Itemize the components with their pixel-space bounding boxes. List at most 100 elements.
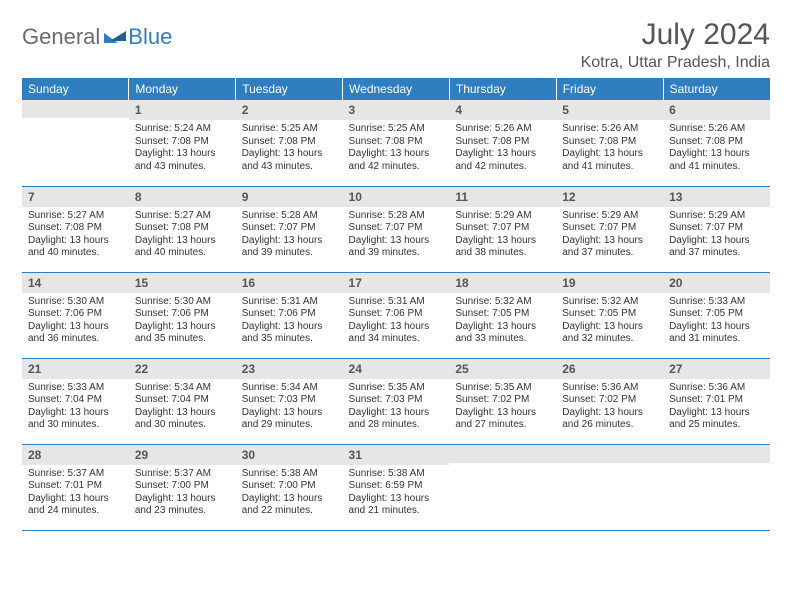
day-sunset: Sunset: 7:08 PM: [455, 136, 550, 149]
calendar-cell: 8Sunrise: 5:27 AMSunset: 7:08 PMDaylight…: [129, 186, 236, 272]
calendar-cell: 28Sunrise: 5:37 AMSunset: 7:01 PMDayligh…: [22, 444, 129, 530]
day-details: Sunrise: 5:26 AMSunset: 7:08 PMDaylight:…: [556, 120, 663, 177]
day-sunset: Sunset: 7:08 PM: [135, 136, 230, 149]
day-sunrise: Sunrise: 5:30 AM: [135, 296, 230, 309]
calendar-cell: 11Sunrise: 5:29 AMSunset: 7:07 PMDayligh…: [449, 186, 556, 272]
calendar-cell: 18Sunrise: 5:32 AMSunset: 7:05 PMDayligh…: [449, 272, 556, 358]
day-number: 23: [236, 359, 343, 379]
day-daylight: Daylight: 13 hours and 41 minutes.: [562, 148, 657, 173]
day-number: 27: [663, 359, 770, 379]
day-sunrise: Sunrise: 5:36 AM: [669, 382, 764, 395]
day-details: Sunrise: 5:25 AMSunset: 7:08 PMDaylight:…: [343, 120, 450, 177]
day-number: [22, 100, 129, 118]
day-details: Sunrise: 5:30 AMSunset: 7:06 PMDaylight:…: [22, 293, 129, 350]
day-sunset: Sunset: 7:06 PM: [242, 308, 337, 321]
day-number: 6: [663, 100, 770, 120]
calendar-cell: [22, 100, 129, 186]
day-details: Sunrise: 5:26 AMSunset: 7:08 PMDaylight:…: [663, 120, 770, 177]
title-block: July 2024 Kotra, Uttar Pradesh, India: [581, 18, 770, 72]
day-details: [22, 118, 129, 125]
day-details: Sunrise: 5:36 AMSunset: 7:02 PMDaylight:…: [556, 379, 663, 436]
day-sunset: Sunset: 7:02 PM: [455, 394, 550, 407]
day-sunrise: Sunrise: 5:33 AM: [28, 382, 123, 395]
day-daylight: Daylight: 13 hours and 30 minutes.: [135, 407, 230, 432]
day-details: Sunrise: 5:33 AMSunset: 7:04 PMDaylight:…: [22, 379, 129, 436]
calendar-cell: 2Sunrise: 5:25 AMSunset: 7:08 PMDaylight…: [236, 100, 343, 186]
day-sunset: Sunset: 7:00 PM: [135, 480, 230, 493]
day-number: [556, 445, 663, 463]
day-number: 1: [129, 100, 236, 120]
day-number: 16: [236, 273, 343, 293]
day-daylight: Daylight: 13 hours and 31 minutes.: [669, 321, 764, 346]
day-number: 17: [343, 273, 450, 293]
day-sunrise: Sunrise: 5:35 AM: [349, 382, 444, 395]
day-number: 18: [449, 273, 556, 293]
calendar-row: 28Sunrise: 5:37 AMSunset: 7:01 PMDayligh…: [22, 444, 770, 530]
day-daylight: Daylight: 13 hours and 27 minutes.: [455, 407, 550, 432]
day-sunrise: Sunrise: 5:37 AM: [135, 468, 230, 481]
day-sunrise: Sunrise: 5:26 AM: [562, 123, 657, 136]
calendar-table: SundayMondayTuesdayWednesdayThursdayFrid…: [22, 78, 770, 531]
page-title: July 2024: [581, 18, 770, 52]
day-number: 22: [129, 359, 236, 379]
day-details: Sunrise: 5:34 AMSunset: 7:03 PMDaylight:…: [236, 379, 343, 436]
day-number: 9: [236, 187, 343, 207]
day-number: 14: [22, 273, 129, 293]
day-daylight: Daylight: 13 hours and 41 minutes.: [669, 148, 764, 173]
day-number: 28: [22, 445, 129, 465]
day-number: 30: [236, 445, 343, 465]
day-sunrise: Sunrise: 5:26 AM: [669, 123, 764, 136]
day-daylight: Daylight: 13 hours and 40 minutes.: [28, 235, 123, 260]
calendar-head: SundayMondayTuesdayWednesdayThursdayFrid…: [22, 78, 770, 100]
calendar-cell: 16Sunrise: 5:31 AMSunset: 7:06 PMDayligh…: [236, 272, 343, 358]
day-sunrise: Sunrise: 5:29 AM: [562, 210, 657, 223]
day-sunset: Sunset: 7:07 PM: [242, 222, 337, 235]
day-details: Sunrise: 5:38 AMSunset: 6:59 PMDaylight:…: [343, 465, 450, 522]
day-daylight: Daylight: 13 hours and 40 minutes.: [135, 235, 230, 260]
day-sunrise: Sunrise: 5:28 AM: [242, 210, 337, 223]
calendar-cell: 20Sunrise: 5:33 AMSunset: 7:05 PMDayligh…: [663, 272, 770, 358]
day-sunset: Sunset: 7:08 PM: [349, 136, 444, 149]
weekday-header: Friday: [556, 78, 663, 100]
calendar-cell: 14Sunrise: 5:30 AMSunset: 7:06 PMDayligh…: [22, 272, 129, 358]
day-number: [449, 445, 556, 463]
day-sunset: Sunset: 7:03 PM: [242, 394, 337, 407]
day-sunset: Sunset: 7:08 PM: [135, 222, 230, 235]
day-number: 24: [343, 359, 450, 379]
day-number: 21: [22, 359, 129, 379]
calendar-cell: 15Sunrise: 5:30 AMSunset: 7:06 PMDayligh…: [129, 272, 236, 358]
day-number: 2: [236, 100, 343, 120]
day-sunset: Sunset: 7:07 PM: [349, 222, 444, 235]
day-sunset: Sunset: 7:06 PM: [28, 308, 123, 321]
day-sunset: Sunset: 7:05 PM: [562, 308, 657, 321]
day-details: Sunrise: 5:30 AMSunset: 7:06 PMDaylight:…: [129, 293, 236, 350]
calendar-cell: 17Sunrise: 5:31 AMSunset: 7:06 PMDayligh…: [343, 272, 450, 358]
day-number: 11: [449, 187, 556, 207]
day-details: Sunrise: 5:34 AMSunset: 7:04 PMDaylight:…: [129, 379, 236, 436]
day-daylight: Daylight: 13 hours and 39 minutes.: [242, 235, 337, 260]
day-details: Sunrise: 5:31 AMSunset: 7:06 PMDaylight:…: [236, 293, 343, 350]
day-sunset: Sunset: 7:04 PM: [135, 394, 230, 407]
calendar-cell: 12Sunrise: 5:29 AMSunset: 7:07 PMDayligh…: [556, 186, 663, 272]
day-sunset: Sunset: 7:02 PM: [562, 394, 657, 407]
day-details: Sunrise: 5:37 AMSunset: 7:00 PMDaylight:…: [129, 465, 236, 522]
location-subtitle: Kotra, Uttar Pradesh, India: [581, 54, 770, 72]
calendar-cell: 26Sunrise: 5:36 AMSunset: 7:02 PMDayligh…: [556, 358, 663, 444]
calendar-cell: 4Sunrise: 5:26 AMSunset: 7:08 PMDaylight…: [449, 100, 556, 186]
day-daylight: Daylight: 13 hours and 43 minutes.: [135, 148, 230, 173]
calendar-cell: 6Sunrise: 5:26 AMSunset: 7:08 PMDaylight…: [663, 100, 770, 186]
day-details: Sunrise: 5:29 AMSunset: 7:07 PMDaylight:…: [556, 207, 663, 264]
calendar-cell: 27Sunrise: 5:36 AMSunset: 7:01 PMDayligh…: [663, 358, 770, 444]
day-daylight: Daylight: 13 hours and 37 minutes.: [562, 235, 657, 260]
day-number: 26: [556, 359, 663, 379]
day-daylight: Daylight: 13 hours and 24 minutes.: [28, 493, 123, 518]
day-details: Sunrise: 5:28 AMSunset: 7:07 PMDaylight:…: [343, 207, 450, 264]
day-details: [449, 463, 556, 470]
day-number: 25: [449, 359, 556, 379]
day-sunset: Sunset: 7:01 PM: [669, 394, 764, 407]
day-sunset: Sunset: 7:07 PM: [455, 222, 550, 235]
calendar-row: 21Sunrise: 5:33 AMSunset: 7:04 PMDayligh…: [22, 358, 770, 444]
logo: General Blue: [22, 18, 172, 50]
header: General Blue July 2024 Kotra, Uttar Prad…: [22, 18, 770, 72]
day-daylight: Daylight: 13 hours and 37 minutes.: [669, 235, 764, 260]
